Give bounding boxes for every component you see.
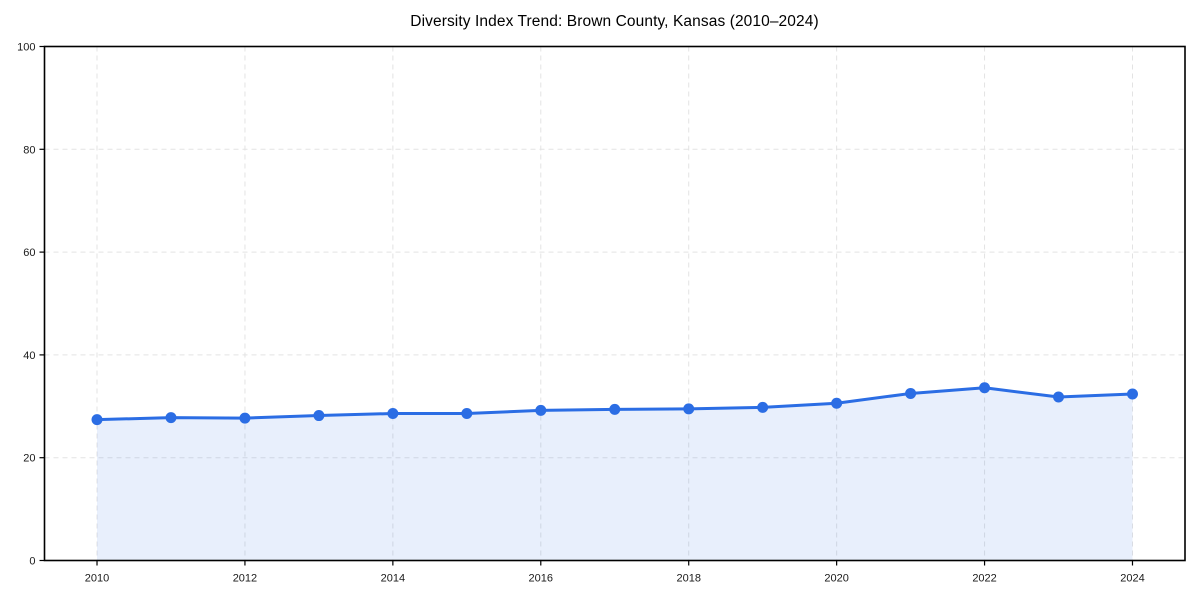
- data-point-2022: [979, 382, 991, 394]
- x-tick-label: 2012: [233, 573, 257, 585]
- y-tick-label: 100: [17, 42, 35, 54]
- data-point-2010: [91, 414, 103, 426]
- data-point-2015: [461, 407, 473, 419]
- y-tick-label: 20: [23, 453, 35, 465]
- data-point-2016: [535, 404, 547, 416]
- y-tick-label: 40: [23, 350, 35, 362]
- plot-border: [43, 45, 1186, 562]
- x-tick-label: 2010: [85, 573, 109, 585]
- data-point-2024: [1126, 388, 1138, 400]
- data-point-2014: [387, 407, 399, 419]
- x-tick-label: 2018: [676, 573, 700, 585]
- data-point-2021: [905, 387, 917, 399]
- x-tick-label: 2020: [824, 573, 848, 585]
- data-point-2012: [239, 412, 251, 424]
- x-tick-label: 2024: [1120, 573, 1144, 585]
- x-tick-label: 2016: [529, 573, 553, 585]
- data-point-2013: [313, 410, 325, 422]
- data-point-2011: [165, 412, 177, 424]
- data-point-2018: [683, 403, 695, 415]
- data-point-2023: [1053, 391, 1065, 403]
- data-point-2019: [757, 401, 769, 413]
- series-area-fill: [97, 387, 1133, 561]
- data-point-2017: [609, 403, 621, 415]
- chart-title: Diversity Index Trend: Brown County, Kan…: [410, 13, 819, 30]
- y-tick-label: 60: [23, 247, 35, 259]
- x-tick-label: 2014: [381, 573, 405, 585]
- y-tick-label: 80: [23, 144, 35, 156]
- data-point-2020: [831, 397, 843, 409]
- x-tick-label: 2022: [972, 573, 996, 585]
- y-tick-label: 0: [29, 556, 35, 568]
